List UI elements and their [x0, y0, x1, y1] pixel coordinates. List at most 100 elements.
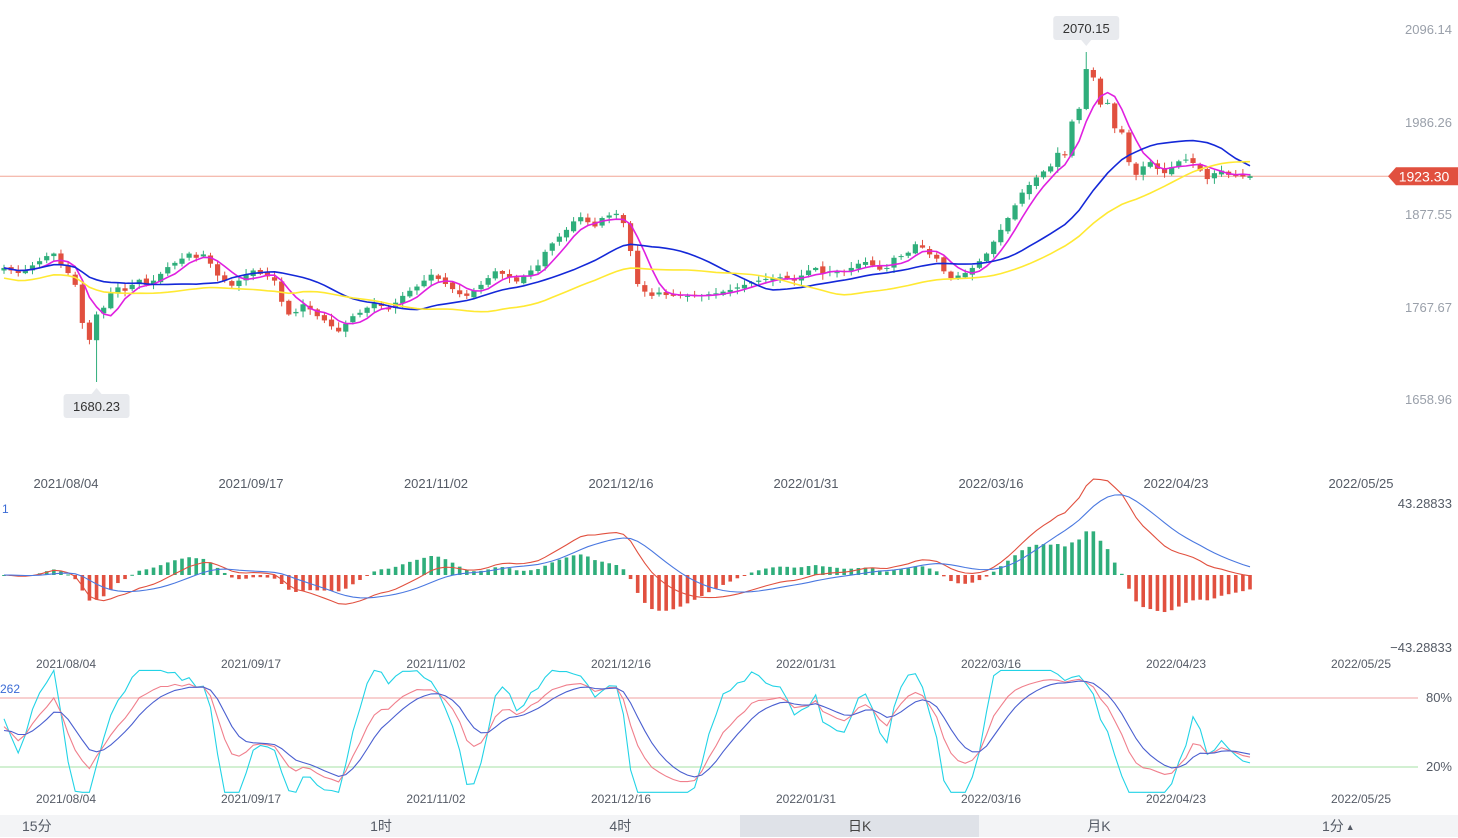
- candle-body: [215, 264, 221, 276]
- macd-histogram-bar: [1226, 575, 1231, 595]
- candle-body: [642, 285, 648, 292]
- candle-body: [136, 279, 142, 285]
- candle-body: [271, 277, 278, 281]
- macd-histogram-bar: [749, 572, 754, 575]
- candle-body: [813, 267, 819, 271]
- candle-body: [143, 278, 149, 285]
- macd-histogram-bar: [920, 566, 925, 575]
- price-axis-tick: 2096.14: [1405, 22, 1452, 37]
- macd-histogram-bar: [913, 566, 918, 575]
- tab-1min[interactable]: 1分 ▲: [1219, 815, 1458, 837]
- candle-body: [1161, 167, 1168, 174]
- candle-body: [891, 257, 897, 268]
- candle-body: [784, 275, 790, 279]
- price-date-tick: 2021/12/16: [588, 476, 653, 491]
- candle-body: [521, 276, 527, 284]
- price-date-tick: 2022/01/31: [773, 476, 838, 491]
- macd-histogram-bar: [479, 570, 483, 575]
- candle-body: [556, 236, 562, 242]
- macd-histogram-bar: [493, 567, 498, 575]
- macd-histogram-bar: [1055, 544, 1060, 575]
- candle-body: [371, 303, 377, 309]
- candle-body: [585, 217, 591, 223]
- macd-histogram-bar: [1013, 555, 1017, 575]
- tab-15min[interactable]: 15分: [0, 815, 261, 837]
- macd-histogram-bar: [386, 568, 391, 575]
- macd-histogram-bar: [621, 569, 626, 575]
- macd-histogram-bar: [799, 567, 804, 575]
- candle-body: [236, 280, 242, 287]
- candle-body: [464, 293, 470, 296]
- macd-histogram-bar: [379, 569, 384, 575]
- macd-dea-line: [3, 494, 1251, 599]
- macd-histogram-bar: [536, 569, 540, 575]
- macd-histogram-bar: [699, 575, 704, 596]
- macd-histogram-bar: [756, 570, 761, 575]
- tab-daily-k[interactable]: 日K: [739, 815, 980, 837]
- macd-histogram-bar: [785, 566, 789, 575]
- macd-histogram-bar: [529, 570, 533, 575]
- price-date-tick: 2021/11/02: [404, 476, 468, 491]
- candle-body: [877, 265, 883, 270]
- chart-area[interactable]: 2096.14 1986.26 1877.55 1767.67 1658.96 2021/…: [0, 0, 1458, 815]
- kdj-j-line: [3, 668, 1251, 793]
- macd-histogram-bar: [614, 565, 619, 575]
- candle-body: [1062, 154, 1068, 156]
- candle-body: [172, 262, 178, 266]
- macd-histogram-bar: [450, 562, 455, 575]
- max-price-label: 2070.15: [1063, 21, 1110, 36]
- macd-histogram-bar: [251, 575, 255, 578]
- candle-body: [499, 270, 505, 274]
- macd-histogram-bar: [308, 575, 312, 591]
- tab-4hour-label: 4时: [609, 818, 632, 834]
- macd-histogram-bar: [315, 575, 320, 591]
- candle-body: [578, 217, 584, 222]
- macd-histogram-bar: [906, 568, 911, 575]
- min-price-callout: [63, 394, 130, 418]
- candle-body: [1048, 166, 1054, 172]
- tab-monthly-k[interactable]: 月K: [979, 815, 1218, 837]
- macd-histogram-bar: [963, 575, 967, 584]
- kdj-date-tick: 2022/03/16: [961, 792, 1021, 806]
- candle-body: [93, 314, 100, 341]
- candle-body: [563, 229, 570, 238]
- macd-histogram-bar: [137, 570, 142, 575]
- kdj-date-tick: 2021/12/16: [591, 792, 651, 806]
- macd-histogram-bar: [942, 575, 946, 577]
- candle-body: [1133, 163, 1139, 175]
- macd-histogram-bar: [586, 556, 590, 575]
- kdj-k-line: [3, 678, 1251, 783]
- tab-1hour[interactable]: 1时: [261, 815, 500, 837]
- candle-body: [364, 307, 370, 313]
- macd-histogram-bar: [208, 562, 213, 575]
- candle-body: [834, 272, 840, 274]
- macd-histogram-bar: [1169, 575, 1174, 611]
- kdj-date-tick: 2021/11/02: [406, 792, 465, 806]
- candle-body: [912, 244, 918, 254]
- candle-body: [158, 273, 164, 283]
- macd-date-tick: 2021/12/16: [591, 657, 651, 671]
- candle-body: [65, 265, 71, 274]
- candle-body: [336, 327, 342, 332]
- candle-body: [321, 315, 327, 321]
- macd-histogram-bar: [272, 575, 277, 579]
- candle-body: [1126, 132, 1132, 163]
- candle-body: [948, 271, 954, 279]
- candle-body: [535, 265, 541, 272]
- macd-histogram-bar: [343, 575, 348, 589]
- candle-body: [179, 258, 185, 264]
- macd-histogram-bar: [465, 569, 469, 575]
- candle-body: [870, 260, 876, 266]
- candle-body: [606, 215, 612, 218]
- macd-histogram-bar: [899, 569, 903, 575]
- candle-body: [407, 290, 413, 297]
- macd-histogram-bar: [422, 557, 426, 575]
- ma-mid-line: [3, 139, 1251, 311]
- tab-4hour[interactable]: 4时: [501, 815, 740, 837]
- macd-histogram-bar: [564, 557, 569, 575]
- candle-body: [1204, 169, 1210, 180]
- candle-body: [919, 245, 926, 248]
- chart-svg[interactable]: 2096.14 1986.26 1877.55 1767.67 1658.96 2021/…: [0, 0, 1458, 815]
- candle-body: [1247, 176, 1253, 178]
- macd-histogram-bar: [821, 566, 825, 575]
